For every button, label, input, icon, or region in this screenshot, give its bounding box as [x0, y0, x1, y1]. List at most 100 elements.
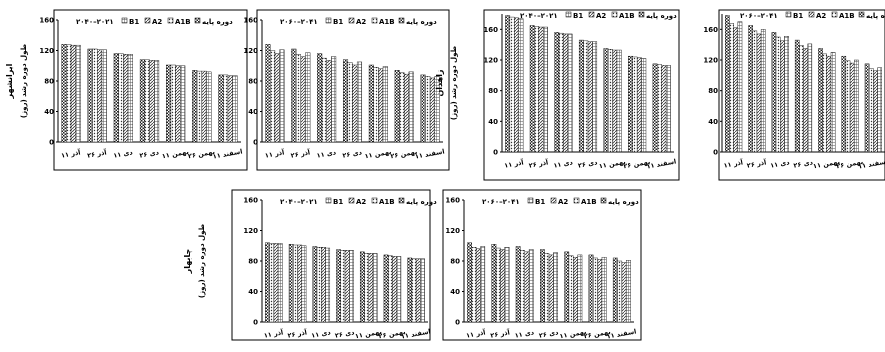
bar-s0-c1 [291, 48, 297, 143]
bar-s2-c4 [612, 49, 618, 153]
bar-s1-c4 [170, 64, 176, 143]
y-tick-label: 80 [488, 87, 498, 95]
bar-s2-c6 [873, 70, 878, 153]
bar-s1-c5 [632, 56, 638, 153]
bar-s1-c3 [340, 250, 346, 323]
bar-s0-c6 [864, 63, 870, 153]
bar-s0-c1 [748, 25, 753, 153]
legend-label-3: B1 [129, 18, 139, 26]
x-category-label: ۱۱ آذر [503, 157, 525, 169]
y-tick-label: 0 [713, 149, 718, 157]
y-tick-label: 120 [243, 47, 258, 55]
bar-s0-c4 [359, 251, 365, 323]
legend-swatch-2 [550, 197, 557, 204]
bar-s1-c2 [321, 57, 327, 143]
bar-s1-c5 [399, 72, 405, 143]
x-category-label: ۱۱ دی [770, 158, 791, 169]
legend: ۲۰۴۰–۲۰۲۱ B1 A2 A1B دوره پایه [76, 17, 233, 26]
bar-s0-c5 [192, 70, 198, 143]
bar-s0-c1 [529, 25, 535, 153]
bar-s2-c6 [415, 258, 421, 323]
bar-s2-c3 [803, 48, 808, 153]
y-tick-label: 160 [483, 26, 498, 34]
bar-s0-c4 [603, 48, 609, 153]
y-axis-label: طول دوره رشد (روز) [20, 43, 28, 118]
bar-s0-c0 [725, 15, 730, 153]
bar-s2-c0 [273, 243, 279, 323]
legend-period: ۲۰۶۰–۲۰۴۱ [740, 12, 778, 20]
x-category-label: ۱۱ دی [311, 328, 332, 339]
bar-s3-c6 [665, 65, 671, 153]
x-category-label: ۲۶ بهمن [187, 148, 215, 161]
x-category-label: ۲۶ دی [538, 328, 559, 339]
x-category-label: ۱۱ دی [553, 158, 574, 169]
bar-s2-c0 [274, 53, 280, 143]
bar-s2-c3 [352, 64, 358, 143]
bar-s0-c3 [342, 59, 349, 143]
bar-s3-c4 [616, 49, 622, 153]
bar-s3-c3 [154, 60, 160, 143]
bar-s1-c1 [293, 244, 298, 323]
legend-label-2: A2 [558, 198, 568, 206]
bar-s2-c3 [149, 60, 155, 143]
legend-label-0: دوره پایه [202, 18, 233, 26]
legend-label-1: A1B [619, 12, 635, 20]
bar-s2-c4 [826, 55, 832, 153]
bar-s1-c4 [607, 49, 613, 153]
legend: ۲۰۶۰–۲۰۴۱ B1 A2 A1B دوره پایه [280, 17, 437, 26]
legend: ۲۰۶۰–۲۰۴۱ B1 A2 A1B دوره پایه [740, 11, 885, 20]
bar-s2-c1 [756, 33, 762, 153]
y-tick-label: 80 [248, 78, 258, 86]
bar-s3-c0 [277, 243, 283, 323]
bar-s2-c5 [392, 256, 397, 323]
bar-s0-c0 [505, 15, 511, 153]
legend-label-2: A2 [356, 198, 366, 206]
x-category-label: ۲۶ آذر [746, 157, 768, 169]
bar-s0-c5 [383, 254, 389, 323]
y-tick-label: 160 [703, 26, 718, 34]
panel-frame [231, 189, 431, 341]
legend: ۲۰۴۰–۲۰۲۱ B1 A2 A1B دوره پایه [280, 197, 437, 206]
panel-frame [442, 189, 642, 341]
x-category-label: ۱۱ آذر [465, 327, 487, 339]
bar-s0-c3 [139, 59, 145, 143]
panel-frame [256, 9, 450, 171]
bar-s1-c3 [799, 45, 804, 153]
y-tick-label: 40 [44, 108, 54, 116]
bar-s1-c4 [373, 67, 379, 143]
bar-s1-c2 [558, 32, 564, 153]
x-category-label: ۱۱ بهمن [364, 148, 392, 161]
legend-swatch-0 [398, 197, 405, 204]
chart-panel-0: 0 40 80 120 160 ۱۱ آذر ۲۶ آذر ۱۱ دی ۲۶ دی ۱۱ بهمن… [5, 9, 248, 171]
panel-frame [53, 9, 248, 171]
x-category-label: ۱۱ اسفند [414, 147, 445, 160]
y-tick-label: 120 [483, 57, 498, 65]
x-category-label: ۱۱ اسفند [212, 147, 243, 160]
bar-s3-c1 [301, 245, 307, 323]
bar-s3-c4 [577, 254, 583, 323]
bar-s3-c2 [567, 33, 573, 153]
bar-s2-c4 [368, 253, 374, 323]
bar-s1-c0 [471, 247, 477, 323]
bar-s3-c1 [760, 29, 766, 153]
bar-s3-c3 [807, 43, 813, 153]
legend-label-1: A1B [839, 12, 855, 20]
bar-s3-c0 [75, 44, 81, 143]
bar-s3-c0 [518, 18, 524, 153]
bar-s3-c3 [356, 61, 363, 143]
chart-panel-1: 0 40 80 120 160 ۱۱ آذر ۲۶ آذر ۱۱ دی ۲۶ دی ۱۱ بهمن… [243, 9, 450, 171]
bar-s2-c2 [563, 33, 569, 153]
bar-s0-c1 [491, 244, 497, 323]
bar-s3-c4 [372, 253, 378, 323]
legend-swatch-0 [600, 197, 607, 204]
bar-s0-c6 [407, 257, 413, 323]
y-tick-label: 160 [243, 17, 258, 25]
bar-s1-c0 [269, 243, 275, 323]
bar-s0-c1 [87, 48, 93, 143]
legend-swatch-1 [371, 197, 378, 204]
y-tick-label: 0 [455, 319, 460, 327]
bar-s1-c3 [544, 253, 550, 323]
bar-s1-c1 [495, 247, 501, 323]
bar-s1-c0 [509, 16, 515, 153]
